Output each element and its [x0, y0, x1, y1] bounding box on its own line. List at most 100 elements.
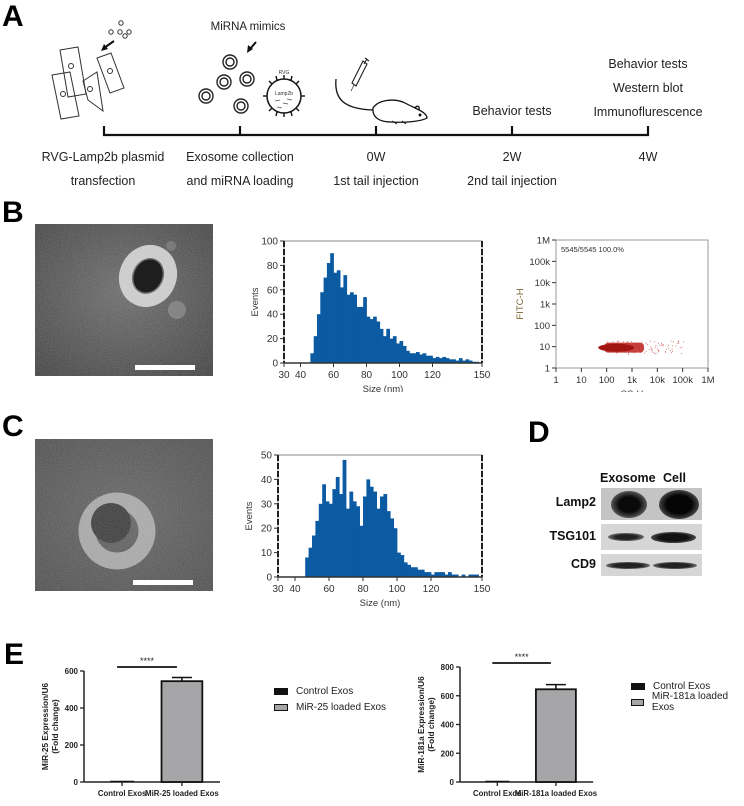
legend-label: Control Exos [296, 685, 354, 697]
histogram-bar [335, 476, 340, 577]
svg-text:FITC-H: FITC-H [515, 288, 526, 319]
histogram-bar [340, 287, 344, 363]
histogram-bar [349, 491, 354, 577]
row-cd9: CD9 [570, 557, 596, 571]
histogram-bar [373, 316, 377, 363]
svg-text:800: 800 [441, 663, 455, 672]
histogram-bar [376, 321, 381, 363]
histogram-bar [475, 574, 479, 577]
svg-text:10: 10 [576, 375, 587, 386]
step-3-line1: 0W [366, 150, 386, 164]
panel-letter-e: E [4, 638, 25, 671]
svg-text:Events: Events [250, 287, 261, 316]
column-exosome: Exosome [600, 471, 656, 485]
legend-label: MiR-25 loaded Exos [296, 701, 387, 713]
blot-strip-cd9 [601, 554, 702, 576]
histogram-bar [410, 567, 415, 577]
svg-text:150: 150 [474, 370, 491, 381]
step-1-line1: RVG-Lamp2b plasmid [41, 150, 165, 164]
svg-text:MiR-181a loaded Exos: MiR-181a loaded Exos [515, 789, 598, 798]
svg-text:1: 1 [545, 364, 550, 375]
tem-image-b [35, 224, 213, 376]
histogram-bar [458, 358, 463, 363]
svg-text:100k: 100k [529, 257, 550, 268]
svg-text:10: 10 [261, 548, 273, 559]
histogram-bar [346, 508, 350, 577]
histogram-b: 0 20 40 60 80 100 30 40 60 80 100 120 150 Size (nm) Ev… [250, 237, 491, 393]
histogram-bar [325, 501, 330, 577]
svg-text:1: 1 [553, 375, 558, 386]
histogram-bar [359, 306, 364, 363]
histogram-bar [465, 359, 470, 363]
svg-text:600: 600 [65, 667, 79, 676]
histogram-bar [425, 355, 430, 363]
histogram-bar [468, 360, 473, 363]
svg-text:150: 150 [474, 584, 491, 595]
histogram-bar [448, 572, 452, 577]
step-5-line1: 4W [638, 150, 658, 164]
histogram-bar [454, 574, 459, 577]
histogram-bar [392, 336, 397, 363]
svg-text:30: 30 [272, 584, 284, 595]
svg-text:10k: 10k [535, 278, 551, 289]
histogram-bar [424, 572, 428, 577]
histogram-bar [406, 350, 410, 363]
mouse-icon [335, 78, 428, 125]
svg-text:400: 400 [65, 704, 79, 713]
svg-text:400: 400 [441, 721, 455, 730]
histogram-bar [339, 494, 343, 577]
histogram-bar [417, 569, 422, 577]
panel-letter-c: C [2, 410, 24, 443]
svg-text:MiR-25 loaded Exos: MiR-25 loaded Exos [145, 789, 219, 798]
histogram-bar [396, 343, 400, 363]
legend-swatch-loaded [274, 703, 288, 711]
histogram-bar [383, 336, 387, 363]
histogram-bar [409, 353, 414, 363]
histogram-bar [452, 359, 456, 363]
histogram-bar [451, 574, 456, 577]
histogram-bar [383, 494, 388, 577]
histogram-bar [386, 328, 390, 363]
histogram-bar [308, 547, 313, 577]
histogram-bar [356, 506, 360, 577]
schematic-illustration: RVG Lamp2b [51, 20, 650, 137]
svg-text:80: 80 [267, 261, 279, 272]
svg-text:100: 100 [599, 375, 615, 386]
svg-text:200: 200 [441, 749, 455, 758]
histogram-bar [437, 572, 442, 577]
svg-text:60: 60 [267, 285, 279, 296]
histogram-bar [393, 528, 398, 577]
svg-text:200: 200 [65, 741, 79, 750]
blot-strip-tsg101 [601, 524, 702, 550]
histogram-bar [442, 356, 447, 363]
legend-label: MiR-181a loaded Exos [651, 691, 729, 713]
svg-text:MiR-25 Expression/U6: MiR-25 Expression/U6 [40, 683, 50, 771]
svg-text:60: 60 [328, 370, 340, 381]
histogram-bar [343, 275, 348, 363]
histogram-bar [366, 316, 371, 363]
histogram-bar [326, 262, 331, 363]
svg-text:20: 20 [267, 334, 279, 345]
histogram-bar [432, 358, 437, 363]
histogram-bar [471, 574, 476, 577]
scatter-plot-fitc: 5545/5545 100.0% 1 10 100 1k 10k 100k 1M 1 10 100 1… [515, 236, 715, 393]
svg-text:0: 0 [450, 778, 455, 787]
svg-text:1M: 1M [537, 236, 550, 247]
svg-text:30: 30 [278, 370, 290, 381]
tem-image-c [35, 439, 213, 591]
svg-text:0: 0 [74, 778, 79, 787]
legend-label: Control Exos [653, 680, 711, 692]
histogram-bar [386, 511, 391, 577]
svg-text:60: 60 [323, 584, 335, 595]
row-lamp2: Lamp2 [555, 495, 596, 509]
svg-text:****: **** [140, 656, 155, 666]
bar [160, 680, 204, 783]
histogram-bar [318, 503, 323, 577]
svg-text:100: 100 [534, 321, 550, 332]
step-2-line2: and miRNA loading [186, 174, 294, 188]
histogram-bar [305, 557, 309, 577]
bar [535, 688, 577, 783]
svg-text:10k: 10k [650, 375, 666, 386]
